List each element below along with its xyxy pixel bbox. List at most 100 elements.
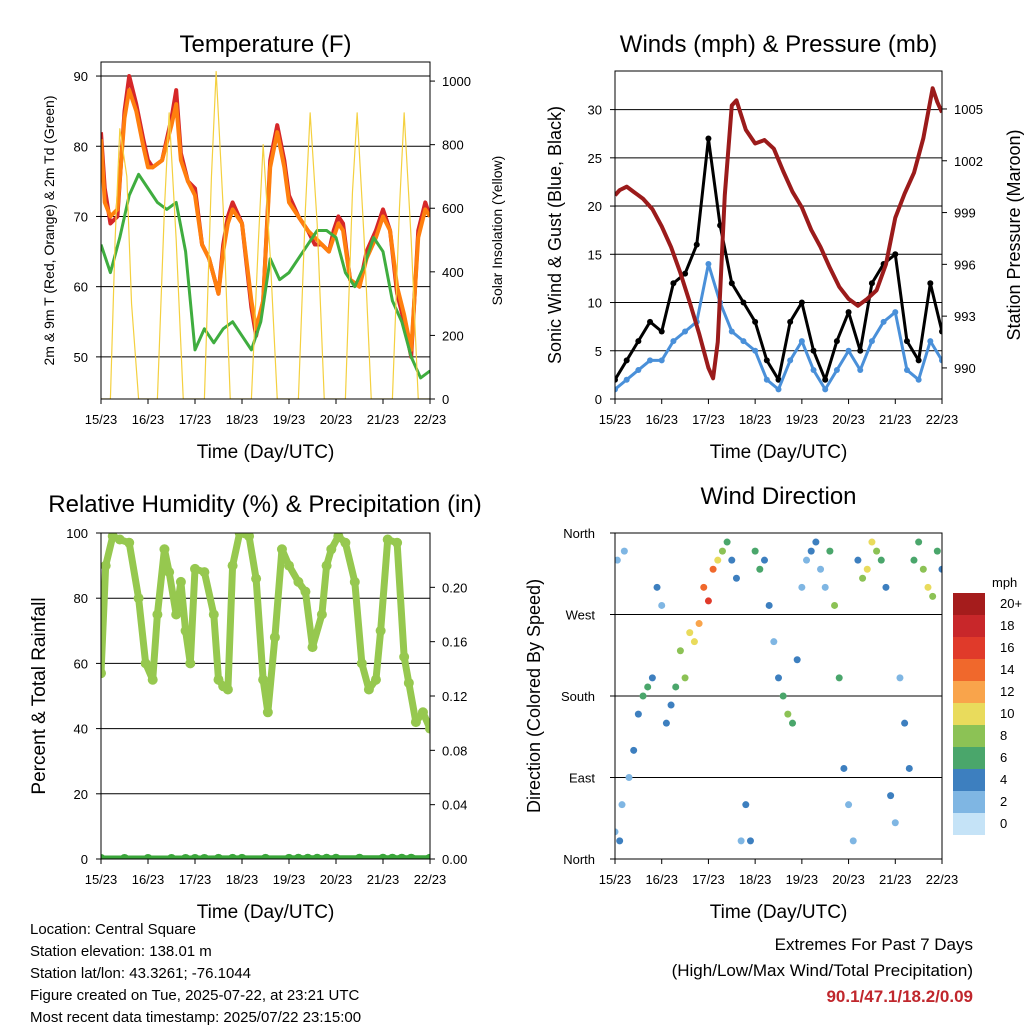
y-right-tick-label: 1005 bbox=[954, 102, 983, 117]
data-point bbox=[850, 837, 857, 844]
y-tick-label: West bbox=[566, 608, 596, 623]
data-point bbox=[789, 720, 796, 727]
y-tick-label: 15 bbox=[588, 247, 602, 262]
y-axis-right-label: Solar Insolation (Yellow) bbox=[489, 156, 505, 306]
y-tick-label: 40 bbox=[74, 722, 88, 737]
x-tick-label: 20/23 bbox=[832, 412, 865, 427]
plot-area bbox=[612, 88, 945, 392]
legend-swatch bbox=[953, 813, 985, 835]
data-point bbox=[635, 711, 642, 718]
legend-label: 8 bbox=[1000, 728, 1007, 743]
data-point bbox=[719, 548, 726, 555]
data-point bbox=[640, 693, 647, 700]
x-tick-label: 21/23 bbox=[367, 872, 400, 887]
y-tick-label: 80 bbox=[74, 139, 88, 154]
data-point bbox=[826, 548, 833, 555]
data-point bbox=[910, 557, 917, 564]
x-tick-label: 20/23 bbox=[832, 872, 865, 887]
data-point bbox=[630, 747, 637, 754]
legend-label: 2 bbox=[1000, 794, 1007, 809]
y-right-tick-label: 0.12 bbox=[442, 689, 467, 704]
legend-label: 6 bbox=[1000, 750, 1007, 765]
data-point bbox=[808, 548, 815, 555]
data-point bbox=[784, 711, 791, 718]
data-point bbox=[649, 674, 656, 681]
data-point bbox=[766, 602, 773, 609]
data-point bbox=[887, 792, 894, 799]
y-right-tick-label: 0.08 bbox=[442, 743, 467, 758]
data-point bbox=[710, 566, 717, 573]
y-tick-label: South bbox=[561, 689, 595, 704]
data-point bbox=[840, 765, 847, 772]
data-point bbox=[770, 638, 777, 645]
data-point bbox=[714, 557, 721, 564]
y-axis-label: Sonic Wind & Gust (Blue, Black) bbox=[545, 106, 565, 364]
plot-area bbox=[101, 72, 430, 399]
data-point bbox=[686, 629, 693, 636]
info-recent: Most recent data timestamp: 2025/07/22 2… bbox=[30, 1007, 361, 1029]
data-point bbox=[780, 693, 787, 700]
data-point bbox=[724, 539, 731, 546]
data-point bbox=[775, 674, 782, 681]
data-point bbox=[682, 674, 689, 681]
x-axis-label: Time (Day/UTC) bbox=[197, 442, 335, 463]
y-tick-label: 20 bbox=[588, 199, 602, 214]
data-point bbox=[672, 683, 679, 690]
winds-panel: Winds (mph) & Pressure (mb)Time (Day/UTC… bbox=[545, 31, 1024, 463]
legend-swatch bbox=[953, 769, 985, 791]
data-point bbox=[920, 566, 927, 573]
y-tick-label: 0 bbox=[595, 392, 602, 407]
series-line bbox=[615, 139, 942, 380]
legend-label: 12 bbox=[1000, 684, 1014, 699]
x-tick-label: 16/23 bbox=[132, 412, 165, 427]
y-right-tick-label: 999 bbox=[954, 206, 976, 221]
legend-label: 16 bbox=[1000, 640, 1014, 655]
y-tick-label: 100 bbox=[66, 526, 88, 541]
x-tick-label: 18/23 bbox=[739, 872, 772, 887]
data-point bbox=[878, 557, 885, 564]
x-tick-label: 15/23 bbox=[85, 412, 118, 427]
data-point bbox=[705, 597, 712, 604]
y-right-tick-label: 200 bbox=[442, 328, 464, 343]
data-point bbox=[619, 801, 626, 808]
data-point bbox=[761, 557, 768, 564]
data-point bbox=[836, 674, 843, 681]
y-tick-label: 0 bbox=[81, 852, 88, 867]
data-point bbox=[621, 548, 628, 555]
data-point bbox=[691, 638, 698, 645]
data-point bbox=[696, 620, 703, 627]
x-tick-label: 17/23 bbox=[179, 412, 212, 427]
x-tick-label: 18/23 bbox=[739, 412, 772, 427]
data-point bbox=[794, 656, 801, 663]
y-right-tick-label: 1000 bbox=[442, 74, 471, 89]
x-tick-label: 21/23 bbox=[367, 412, 400, 427]
data-point bbox=[929, 593, 936, 600]
data-point bbox=[934, 548, 941, 555]
y-right-tick-label: 993 bbox=[954, 309, 976, 324]
data-point bbox=[756, 566, 763, 573]
plot-area bbox=[612, 539, 946, 845]
data-point bbox=[812, 539, 819, 546]
data-point bbox=[668, 702, 675, 709]
x-tick-label: 16/23 bbox=[645, 412, 678, 427]
x-tick-label: 22/23 bbox=[414, 872, 447, 887]
series-line bbox=[101, 533, 430, 729]
chart-title: Winds (mph) & Pressure (mb) bbox=[620, 31, 937, 58]
extremes-title: Extremes For Past 7 Days bbox=[672, 932, 973, 958]
x-tick-label: 17/23 bbox=[692, 412, 725, 427]
x-tick-label: 17/23 bbox=[692, 872, 725, 887]
x-tick-label: 22/23 bbox=[414, 412, 447, 427]
legend-swatch bbox=[953, 615, 985, 637]
data-point bbox=[742, 801, 749, 808]
y-axis-label: Percent & Total Rainfall bbox=[29, 597, 50, 794]
data-point bbox=[864, 566, 871, 573]
data-point bbox=[677, 647, 684, 654]
series-line bbox=[615, 88, 942, 378]
y-tick-label: 20 bbox=[74, 787, 88, 802]
y-tick-label: North bbox=[563, 526, 595, 541]
y-tick-label: 5 bbox=[595, 344, 602, 359]
data-point bbox=[700, 584, 707, 591]
legend-title: mph bbox=[992, 575, 1017, 590]
y-right-tick-label: 990 bbox=[954, 361, 976, 376]
